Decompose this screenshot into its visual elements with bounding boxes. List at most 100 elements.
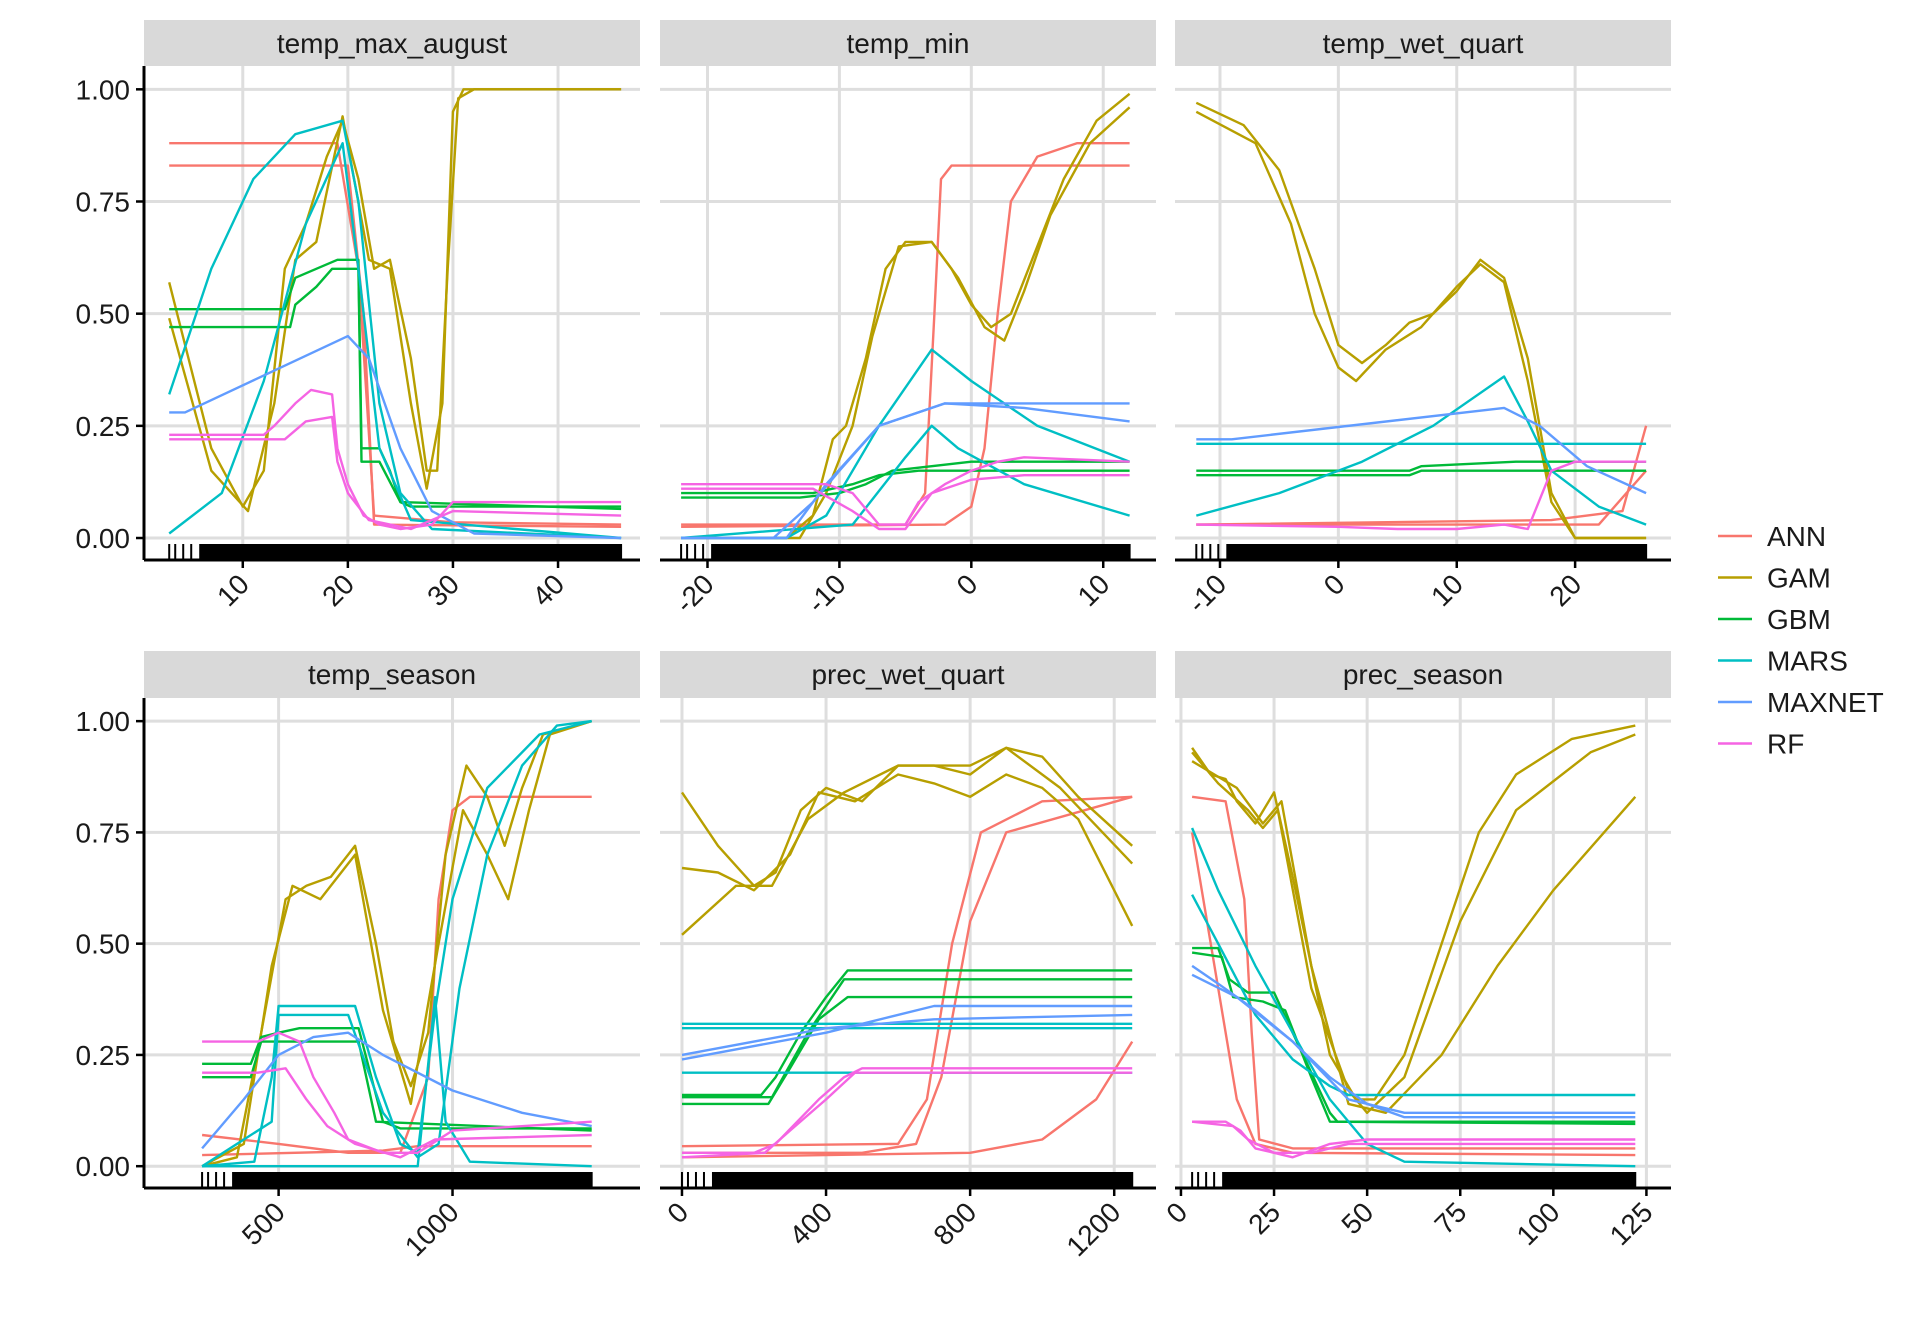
curve-ann bbox=[201, 795, 592, 1154]
rug-band bbox=[199, 544, 622, 560]
curve-maxnet bbox=[681, 1013, 1133, 1057]
curve-ann bbox=[1196, 425, 1648, 526]
facet-panel-temp-season: temp_season 0.00 0.25 0.50 0.75 1.00 500 1000 bbox=[76, 651, 640, 1262]
curves-group bbox=[681, 746, 1134, 1159]
x-tick-label: -10 bbox=[801, 568, 852, 619]
x-tick-label: 40 bbox=[526, 568, 570, 612]
x-tick-label: 75 bbox=[1429, 1196, 1473, 1240]
legend-item-gbm: GBM bbox=[1718, 604, 1831, 635]
curve-ann bbox=[1196, 469, 1648, 526]
rug-band bbox=[1226, 544, 1647, 560]
x-tick-label: -10 bbox=[1182, 568, 1233, 619]
legend-item-rf: RF bbox=[1718, 729, 1804, 760]
curve-mars bbox=[168, 119, 622, 540]
facet-strip-label: temp_season bbox=[308, 659, 476, 690]
curve-ann bbox=[1191, 795, 1636, 1150]
legend-label: GAM bbox=[1767, 563, 1831, 594]
legend-item-ann: ANN bbox=[1718, 521, 1826, 552]
curve-gbm bbox=[682, 969, 1133, 1097]
facet-strip bbox=[660, 651, 1156, 698]
legend-label: MARS bbox=[1767, 646, 1848, 677]
curve-gbm bbox=[1191, 951, 1636, 1126]
x-tick-label: 30 bbox=[421, 568, 465, 612]
legend-label: ANN bbox=[1767, 521, 1826, 552]
x-tick-label: 0 bbox=[1318, 568, 1351, 601]
facet-strip bbox=[144, 651, 640, 698]
x-tick-label: 10 bbox=[1425, 568, 1469, 612]
y-tick-label: 0.75 bbox=[76, 817, 131, 848]
curve-mars bbox=[681, 424, 1130, 540]
y-tick-label: 0.50 bbox=[76, 929, 131, 960]
facet-panel-temp-max-august: temp_max_august 0.00 0.25 0.50 0.75 1.00 10 20 3… bbox=[76, 20, 640, 612]
y-tick-label: 1.00 bbox=[76, 706, 131, 737]
curve-gam bbox=[1191, 724, 1636, 1101]
x-tick-label: 0 bbox=[951, 568, 984, 601]
curve-gam bbox=[201, 719, 593, 1168]
legend-label: RF bbox=[1767, 729, 1804, 760]
curve-ann bbox=[681, 795, 1133, 1148]
facet-strip-label: temp_wet_quart bbox=[1323, 28, 1524, 59]
curve-ann bbox=[169, 142, 622, 526]
curve-rf bbox=[202, 1067, 592, 1159]
curve-gam bbox=[1191, 760, 1637, 1114]
x-tick-label: 1000 bbox=[399, 1196, 465, 1262]
rug-band bbox=[711, 1172, 1133, 1188]
rug-band bbox=[711, 544, 1130, 560]
facet-strip-label: prec_wet_quart bbox=[811, 659, 1004, 690]
curves-group bbox=[681, 92, 1131, 540]
curve-rf bbox=[169, 388, 622, 531]
curve-mars bbox=[1190, 827, 1636, 1168]
curve-maxnet bbox=[681, 1004, 1133, 1061]
y-tick-label: 0.25 bbox=[76, 1040, 131, 1071]
curve-gbm bbox=[681, 460, 1130, 499]
curve-gam bbox=[681, 746, 1134, 887]
x-tick-label: 20 bbox=[1543, 568, 1587, 612]
y-tick-label: 0.50 bbox=[76, 299, 131, 330]
x-tick-label: 25 bbox=[1242, 1196, 1286, 1240]
curves-group bbox=[168, 88, 622, 540]
facet-strip bbox=[1175, 651, 1671, 698]
legend-label: GBM bbox=[1767, 604, 1831, 635]
facet-panel-prec-season: prec_season 0 25 50 75 100 125 bbox=[1160, 651, 1671, 1251]
curve-mars bbox=[1191, 894, 1636, 1097]
curve-rf bbox=[202, 1031, 592, 1154]
x-tick-label: 800 bbox=[927, 1196, 982, 1251]
curve-gam bbox=[168, 88, 622, 513]
curves-group bbox=[201, 719, 593, 1168]
curves-group bbox=[1195, 101, 1648, 540]
facet-strip bbox=[1175, 20, 1671, 66]
legend: ANN GAM GBM MARS MAXNET RF bbox=[1718, 521, 1884, 760]
y-tick-label: 0.00 bbox=[76, 1151, 131, 1182]
x-tick-label: 1200 bbox=[1060, 1196, 1126, 1262]
curve-ann bbox=[202, 1145, 592, 1157]
facet-panel-temp-min: temp_min -20 -10 0 10 bbox=[660, 20, 1156, 619]
curve-maxnet bbox=[201, 1031, 592, 1150]
legend-item-maxnet: MAXNET bbox=[1718, 687, 1884, 718]
facet-panel-temp-wet-quart: temp_wet_quart -10 0 10 20 bbox=[1175, 20, 1671, 619]
facet-strip-label: prec_season bbox=[1343, 659, 1503, 690]
curves-group bbox=[1190, 724, 1637, 1168]
legend-item-gam: GAM bbox=[1718, 563, 1831, 594]
y-tick-label: 1.00 bbox=[76, 74, 131, 105]
curve-rf bbox=[681, 1071, 1133, 1159]
curve-maxnet bbox=[169, 334, 622, 540]
curve-gbm bbox=[1196, 469, 1647, 477]
curve-maxnet bbox=[1191, 973, 1636, 1114]
x-tick-label: 10 bbox=[211, 568, 255, 612]
x-tick-label: 10 bbox=[1072, 568, 1116, 612]
rug-band bbox=[232, 1172, 592, 1188]
x-tick-label: 0 bbox=[661, 1196, 694, 1229]
x-tick-label: 400 bbox=[783, 1196, 838, 1251]
rug-band bbox=[1222, 1172, 1636, 1188]
x-tick-label: 100 bbox=[1511, 1196, 1566, 1251]
x-tick-label: 125 bbox=[1604, 1196, 1659, 1251]
x-tick-label: -20 bbox=[669, 568, 720, 619]
facet-strip bbox=[144, 20, 640, 66]
curve-mars bbox=[201, 719, 592, 1168]
curve-ann bbox=[681, 1040, 1134, 1159]
curve-rf bbox=[1191, 1120, 1636, 1154]
curve-ann bbox=[682, 795, 1133, 1154]
curve-mars bbox=[168, 142, 622, 540]
curve-gbm bbox=[202, 1040, 592, 1132]
curve-maxnet bbox=[681, 402, 1130, 540]
